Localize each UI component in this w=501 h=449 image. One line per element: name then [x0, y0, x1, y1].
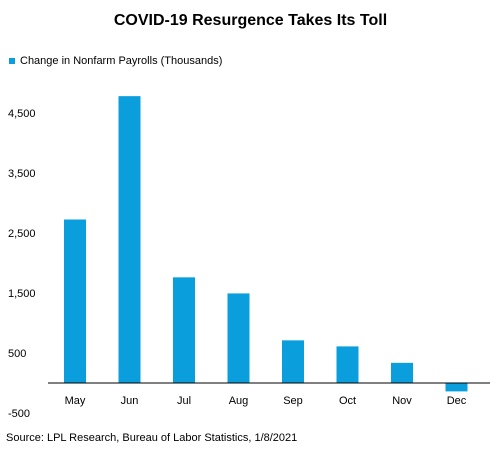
x-tick-label: Aug — [229, 395, 249, 407]
bar-sep — [282, 340, 304, 383]
x-tick-label: May — [65, 395, 86, 407]
y-tick-label: 4,500 — [8, 108, 36, 120]
x-tick-label: Nov — [392, 395, 412, 407]
bar-dec — [445, 383, 468, 392]
bar-oct — [336, 346, 359, 383]
source-note: Source: LPL Research, Bureau of Labor St… — [6, 432, 298, 444]
bar-jul — [173, 277, 195, 383]
x-tick-label: Jul — [177, 395, 191, 407]
bar-jun — [118, 96, 141, 383]
x-tick-labels: May Jun Jul Aug Sep Oct Nov Dec — [65, 395, 467, 407]
y-tick-labels: 4,500 3,500 2,500 1,500 500 -500 — [8, 108, 36, 420]
y-tick-label: 3,500 — [8, 168, 36, 180]
x-tick-label: Dec — [447, 395, 467, 407]
x-tick-label: Sep — [283, 395, 303, 407]
bar-nov — [391, 362, 413, 383]
y-tick-label: 1,500 — [8, 288, 36, 300]
legend-label: Change in Nonfarm Payrolls (Thousands) — [20, 55, 223, 67]
legend-swatch — [9, 58, 15, 64]
x-tick-label: Oct — [339, 395, 356, 407]
bar-aug — [227, 293, 250, 383]
chart-title: COVID-19 Resurgence Takes Its Toll — [113, 12, 388, 29]
x-tick-label: Jun — [121, 395, 139, 407]
bar-may — [64, 219, 86, 383]
y-tick-label: -500 — [8, 408, 30, 420]
y-tick-label: 2,500 — [8, 228, 36, 240]
y-tick-label: 500 — [8, 348, 26, 360]
legend: Change in Nonfarm Payrolls (Thousands) — [9, 55, 222, 67]
bars-group — [64, 96, 468, 392]
